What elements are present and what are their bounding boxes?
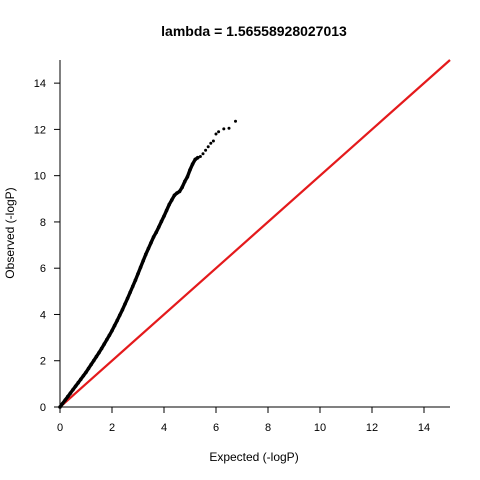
y-tick-label: 4 bbox=[40, 309, 46, 321]
data-point bbox=[84, 370, 88, 375]
data-point bbox=[81, 373, 86, 378]
y-tick-label: 0 bbox=[40, 402, 46, 414]
y-tick-label: 10 bbox=[34, 171, 46, 183]
data-point bbox=[188, 168, 192, 172]
y-tick-label: 2 bbox=[40, 356, 46, 368]
data-point bbox=[157, 225, 161, 229]
reference-line bbox=[59, 59, 451, 408]
data-point bbox=[138, 265, 143, 270]
data-point bbox=[105, 337, 109, 342]
data-point bbox=[177, 189, 182, 194]
dense-points-trace bbox=[58, 155, 200, 409]
data-point bbox=[190, 162, 195, 166]
data-point bbox=[206, 145, 210, 149]
data-point bbox=[94, 354, 99, 359]
data-point bbox=[123, 302, 127, 306]
chart-title: lambda = 1.56558928027013 bbox=[161, 23, 347, 39]
data-point bbox=[211, 139, 215, 143]
x-tick-label: 4 bbox=[161, 422, 167, 434]
data-point bbox=[204, 148, 208, 152]
data-point bbox=[71, 387, 75, 392]
data-point bbox=[217, 130, 221, 134]
data-point bbox=[107, 333, 112, 338]
data-point bbox=[201, 152, 205, 156]
data-point bbox=[68, 391, 73, 395]
data-point bbox=[63, 398, 67, 402]
data-point bbox=[136, 271, 140, 276]
data-point bbox=[151, 235, 156, 239]
data-point bbox=[86, 366, 91, 371]
data-point bbox=[97, 350, 101, 355]
data-point bbox=[222, 127, 226, 131]
plot-area: 0 2 4 6 8 10 12 14 0 2 4 6 8 10 12 14 bbox=[34, 59, 451, 434]
data-point bbox=[214, 132, 218, 136]
data-point bbox=[102, 342, 106, 346]
data-point bbox=[79, 377, 83, 382]
data-point bbox=[89, 362, 93, 367]
data-point bbox=[118, 313, 122, 317]
data-point bbox=[110, 328, 114, 333]
observed-points bbox=[58, 119, 237, 409]
data-point bbox=[164, 208, 169, 213]
y-tick-label: 14 bbox=[34, 78, 46, 90]
y-tick-label: 12 bbox=[34, 124, 46, 136]
x-tick-label: 10 bbox=[314, 422, 326, 434]
data-point bbox=[125, 296, 130, 301]
x-tick-label: 6 bbox=[213, 422, 219, 434]
x-axis-ticks: 0 2 4 6 8 10 12 14 bbox=[57, 407, 430, 434]
x-tick-label: 12 bbox=[366, 422, 378, 434]
y-axis-ticks: 0 2 4 6 8 10 12 14 bbox=[34, 78, 60, 414]
x-tick-label: 2 bbox=[109, 422, 115, 434]
data-point bbox=[58, 405, 62, 409]
data-point bbox=[198, 154, 202, 158]
data-point bbox=[183, 179, 187, 184]
data-point bbox=[146, 246, 151, 251]
data-point bbox=[99, 346, 104, 351]
data-point bbox=[76, 380, 80, 385]
data-point bbox=[234, 119, 237, 123]
data-point bbox=[154, 230, 158, 235]
data-point bbox=[175, 191, 179, 195]
data-point bbox=[115, 318, 119, 323]
data-point bbox=[159, 219, 164, 224]
data-point bbox=[193, 157, 197, 162]
x-tick-label: 8 bbox=[265, 422, 271, 434]
data-point bbox=[227, 126, 231, 130]
x-axis-label: Expected (-logP) bbox=[209, 450, 298, 464]
y-tick-label: 8 bbox=[40, 217, 46, 229]
data-point bbox=[120, 308, 125, 312]
data-point bbox=[180, 185, 184, 190]
data-point bbox=[141, 258, 145, 263]
data-point bbox=[131, 284, 135, 289]
data-point bbox=[73, 384, 78, 388]
y-tick-label: 6 bbox=[40, 263, 46, 275]
data-point bbox=[196, 155, 200, 160]
y-axis-label: Observed (-logP) bbox=[3, 187, 17, 278]
data-point bbox=[162, 214, 166, 218]
data-point bbox=[167, 202, 171, 207]
x-tick-label: 0 bbox=[57, 422, 63, 434]
data-point bbox=[133, 278, 138, 283]
data-point bbox=[144, 252, 148, 257]
data-point bbox=[149, 240, 153, 245]
data-point bbox=[92, 358, 96, 363]
data-point bbox=[128, 290, 132, 295]
data-point bbox=[66, 394, 70, 399]
data-point bbox=[209, 141, 213, 145]
data-point bbox=[60, 401, 65, 406]
data-point bbox=[112, 323, 117, 328]
data-point bbox=[170, 198, 174, 202]
data-point bbox=[185, 175, 190, 179]
x-tick-label: 14 bbox=[418, 422, 430, 434]
data-point bbox=[172, 193, 177, 198]
